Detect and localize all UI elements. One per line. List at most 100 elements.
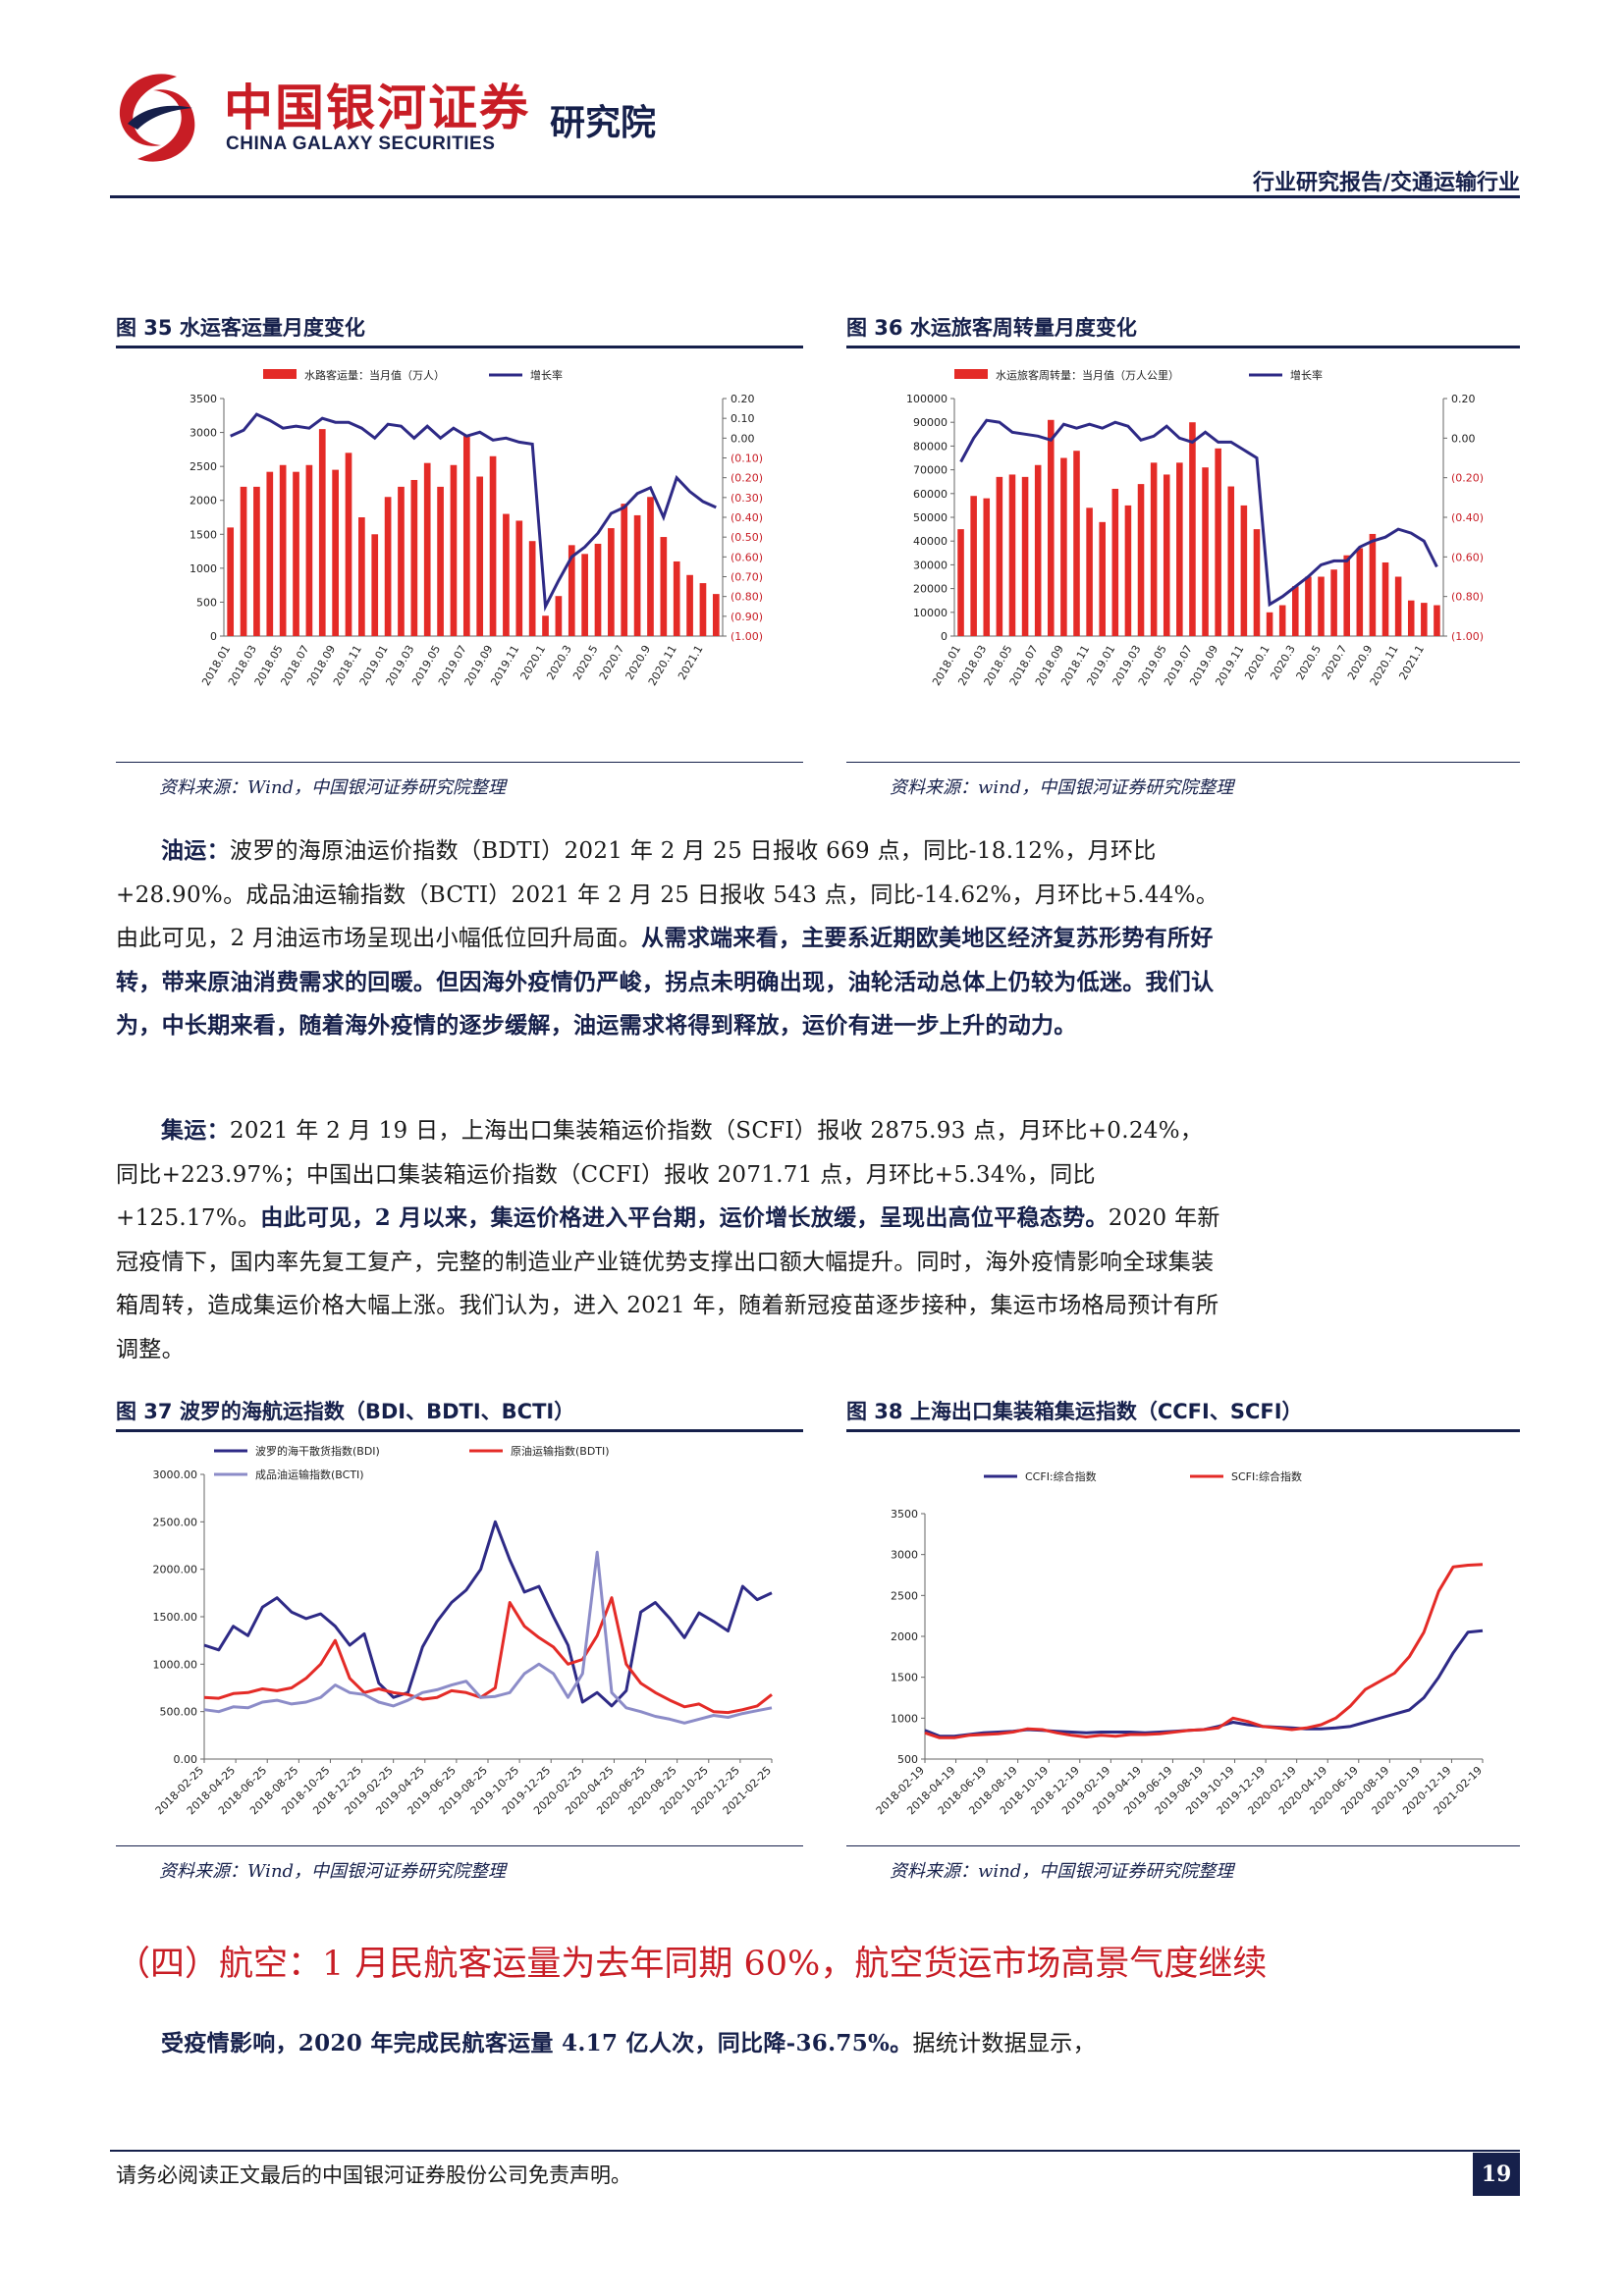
legend-label: 波罗的海干散货指数(BDI) bbox=[255, 1444, 380, 1458]
bar bbox=[1215, 448, 1221, 636]
bar bbox=[957, 529, 964, 636]
footer-divider bbox=[110, 2150, 1520, 2152]
bar bbox=[423, 462, 431, 636]
left-tick-label: 100000 bbox=[906, 393, 947, 405]
bar bbox=[410, 479, 418, 636]
bar bbox=[1189, 422, 1196, 636]
right-tick-label: (1.00) bbox=[731, 630, 763, 643]
bar bbox=[318, 429, 326, 636]
bar bbox=[1202, 467, 1209, 636]
bar bbox=[305, 464, 313, 636]
bar bbox=[594, 543, 602, 636]
footer-disclaimer: 请务必阅读正文最后的中国银河证券股份公司免责声明。 bbox=[116, 2163, 631, 2187]
left-tick-label: 3000 bbox=[891, 1549, 918, 1562]
para-bold: 从需求端来看，主要系近期欧美地区经济复苏形势有所好转，带来原油消费需求的回暖。但… bbox=[116, 925, 1215, 1039]
bar bbox=[1073, 451, 1080, 636]
bar bbox=[647, 497, 654, 636]
bar bbox=[1099, 521, 1106, 636]
bar bbox=[1137, 484, 1145, 636]
paragraph-container: 集运：2021 年 2 月 19 日，上海出口集装箱运价指数（SCFI）报收 2… bbox=[116, 1109, 1225, 1371]
bar bbox=[253, 486, 260, 636]
left-tick-label: 1000.00 bbox=[153, 1658, 198, 1671]
growth-line bbox=[959, 418, 1438, 608]
left-tick-label: 2500 bbox=[189, 460, 217, 473]
bar bbox=[1021, 476, 1029, 636]
bar bbox=[686, 574, 693, 636]
para-lead: 油运： bbox=[161, 837, 230, 864]
right-tick-label: 0.20 bbox=[731, 393, 755, 405]
figure-rule bbox=[846, 346, 1520, 348]
bar bbox=[1394, 576, 1402, 636]
legend-label: 水路客运量：当月值（万人） bbox=[304, 368, 445, 382]
figure-rule bbox=[116, 346, 803, 348]
left-tick-label: 500.00 bbox=[160, 1706, 198, 1719]
chart-fig36: 水运旅客周转量：当月值（万人公里） 增长率 0 10000 20000 30000 4000… bbox=[906, 368, 1484, 688]
figure-36: 图 36 水运旅客周转量月度变化 水运旅客周转量：当月值（万人公里） 增长率 0 10… bbox=[846, 312, 1520, 813]
series-line bbox=[203, 1550, 773, 1725]
bar bbox=[568, 545, 575, 636]
bar bbox=[542, 615, 549, 636]
bar bbox=[227, 527, 235, 636]
para-text: 2021 年 2 月 19 日，上海出口集装箱运价指数（SCFI）报收 2875… bbox=[116, 1118, 1204, 1231]
galaxy-logo-icon bbox=[119, 74, 195, 162]
paragraph-aviation: 受疫情影响，2020 年完成民航客运量 4.17 亿人次，同比降-36.75%。… bbox=[116, 2022, 1225, 2066]
bar bbox=[384, 497, 392, 636]
brand-cn: 中国银河证券 bbox=[224, 80, 530, 136]
left-tick-label: 1500 bbox=[189, 528, 217, 541]
left-tick-label: 2000 bbox=[189, 495, 217, 507]
para-text: 据统计数据显示， bbox=[912, 2031, 1096, 2056]
bar bbox=[1253, 529, 1261, 636]
left-tick-label: 0 bbox=[941, 630, 947, 643]
bar bbox=[1421, 603, 1428, 636]
para-lead: 集运： bbox=[161, 1117, 230, 1144]
bar bbox=[673, 561, 680, 636]
bar bbox=[1292, 586, 1299, 636]
para-text: 波罗的海原油运价指数（BDTI）2021 年 2 月 25 日报收 669 点，… bbox=[116, 838, 1219, 951]
bar bbox=[266, 471, 274, 636]
left-tick-label: 20000 bbox=[913, 583, 947, 596]
bar bbox=[515, 520, 523, 636]
bar bbox=[633, 514, 641, 636]
x-tick-label: 2021.1 bbox=[1396, 643, 1427, 682]
legend-label: 增长率 bbox=[530, 368, 563, 382]
figure-source: 资料来源：Wind，中国银河证券研究院整理 bbox=[159, 1861, 507, 1882]
source-rule bbox=[846, 762, 1520, 763]
left-tick-label: 1000 bbox=[189, 562, 217, 575]
right-tick-label: (0.90) bbox=[731, 611, 763, 623]
left-tick-label: 60000 bbox=[913, 488, 947, 501]
bar bbox=[996, 476, 1003, 636]
legend-label: CCFI:综合指数 bbox=[1025, 1469, 1097, 1483]
bar bbox=[398, 486, 405, 636]
bar bbox=[1356, 548, 1364, 636]
left-tick-label: 1000 bbox=[891, 1712, 918, 1725]
left-tick-label: 50000 bbox=[913, 511, 947, 524]
bar bbox=[1008, 474, 1016, 636]
bar bbox=[450, 464, 458, 636]
growth-line bbox=[230, 412, 717, 613]
header-divider bbox=[110, 195, 1520, 198]
figure-35: 图 35 水运客运量月度变化 水路客运量：当月值（万人） 增长率 0 500 1000 1… bbox=[116, 312, 803, 813]
brand-en: CHINA GALAXY SECURITIES bbox=[226, 133, 496, 154]
bar bbox=[1227, 486, 1235, 636]
para-bold: 受疫情影响，2020 年完成民航客运量 4.17 亿人次，同比降-36.75%。 bbox=[161, 2030, 913, 2056]
figure-37: 图 37 波罗的海航运指数（BDI、BDTI、BCTI） 波罗的海干散货指数(B… bbox=[116, 1396, 803, 1896]
right-tick-label: 0.20 bbox=[1451, 393, 1476, 405]
legend-label: 水运旅客周转量：当月值（万人公里） bbox=[996, 368, 1179, 382]
left-tick-label: 3000.00 bbox=[153, 1468, 198, 1481]
bar bbox=[1060, 457, 1067, 636]
legend-swatch bbox=[263, 369, 297, 379]
left-tick-label: 40000 bbox=[913, 535, 947, 548]
bar bbox=[1240, 505, 1248, 636]
figure-rule bbox=[116, 1429, 803, 1432]
figure-title: 图 37 波罗的海航运指数（BDI、BDTI、BCTI） bbox=[116, 1400, 575, 1423]
bar bbox=[608, 528, 615, 636]
left-tick-label: 2500.00 bbox=[153, 1516, 198, 1528]
right-tick-label: (0.20) bbox=[731, 472, 763, 485]
bar bbox=[462, 436, 470, 636]
left-tick-label: 0 bbox=[210, 630, 217, 643]
legend-swatch bbox=[954, 369, 988, 379]
bar bbox=[970, 496, 977, 636]
series-line bbox=[924, 1629, 1484, 1738]
source-rule bbox=[116, 762, 803, 763]
figure-rule bbox=[846, 1429, 1520, 1432]
